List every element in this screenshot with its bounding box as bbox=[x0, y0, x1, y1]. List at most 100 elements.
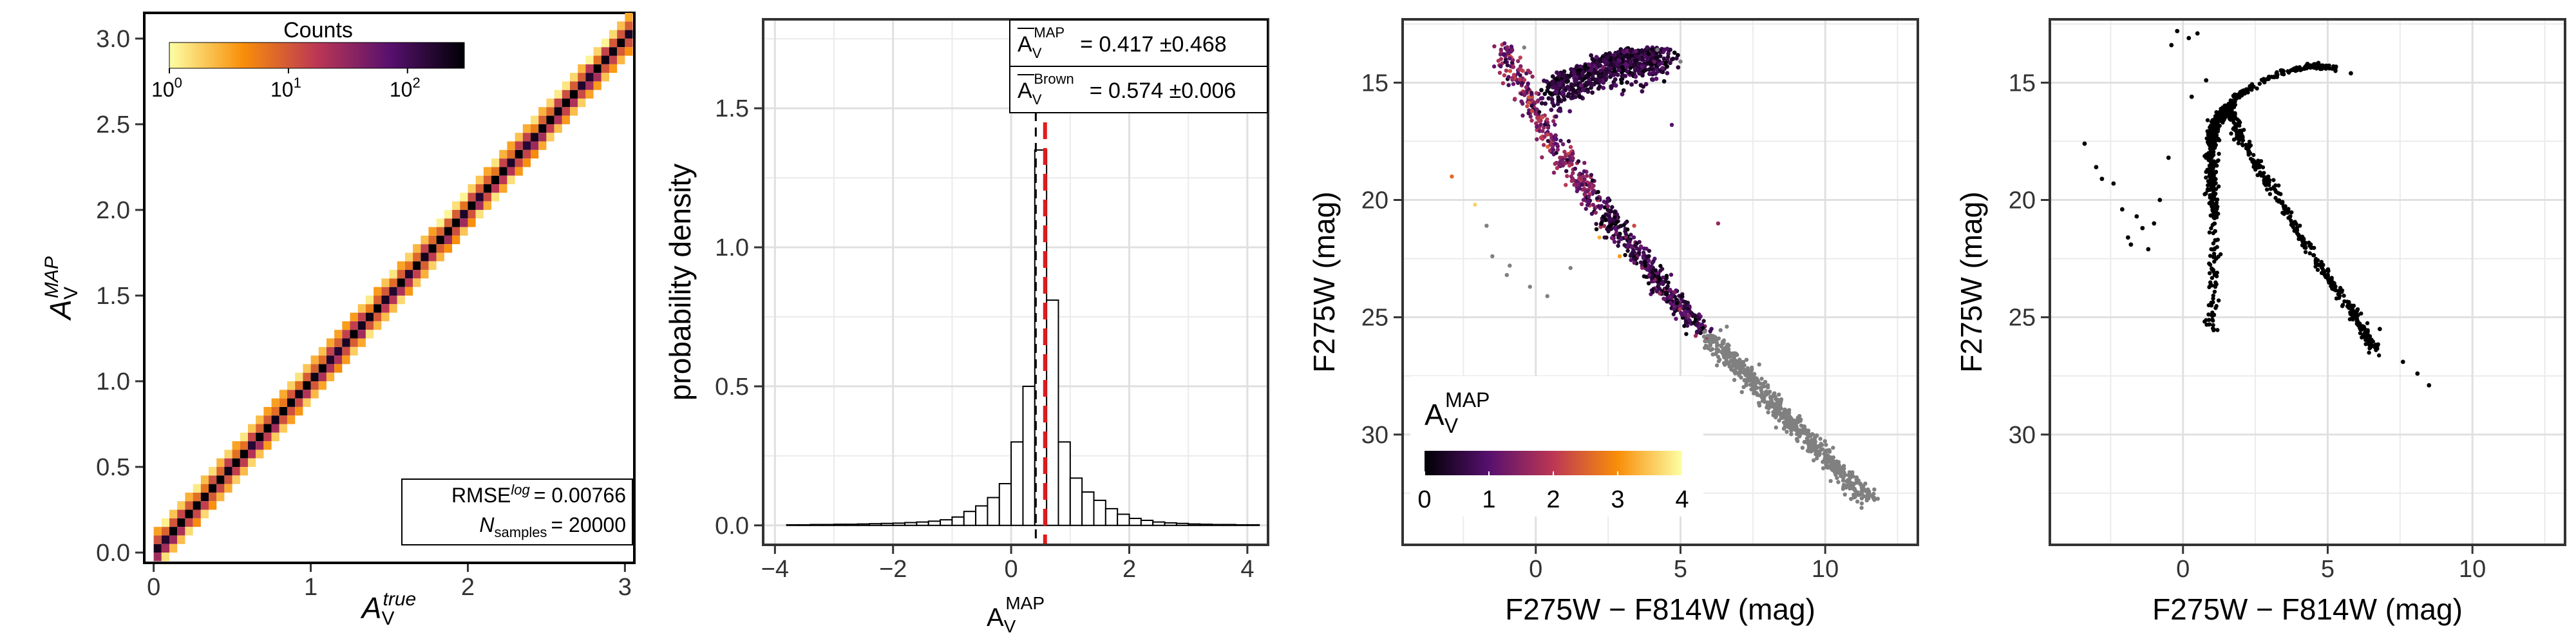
histogram-bar bbox=[963, 511, 977, 526]
heatmap-cell bbox=[247, 450, 256, 459]
scatter-point bbox=[1613, 215, 1617, 220]
scatter-point bbox=[2236, 141, 2241, 146]
heatmap-cell bbox=[546, 124, 554, 133]
scatter-point bbox=[1574, 64, 1579, 70]
scatter-point bbox=[2267, 180, 2271, 185]
heatmap-cell bbox=[444, 235, 453, 245]
scatter-point bbox=[1562, 149, 1567, 154]
heatmap-cell bbox=[617, 55, 625, 64]
scatter-point bbox=[1872, 487, 1877, 492]
heatmap-cell bbox=[404, 287, 413, 296]
heatmap-cell bbox=[310, 381, 319, 390]
scatter-point bbox=[1757, 362, 1761, 367]
scatter-point bbox=[1578, 83, 1584, 88]
scatter-point bbox=[1541, 142, 1546, 147]
scatter-point bbox=[2334, 64, 2338, 69]
x-tick-label: 1 bbox=[304, 574, 317, 601]
scatter-point bbox=[1665, 55, 1671, 59]
heatmap-cell bbox=[295, 406, 303, 416]
scatter-point bbox=[1450, 174, 1454, 179]
scatter-point bbox=[1594, 55, 1599, 60]
heatmap-cell bbox=[428, 244, 437, 253]
heatmap-cell bbox=[491, 175, 500, 185]
scatter-point bbox=[1724, 361, 1729, 366]
scatter-point bbox=[1604, 76, 1609, 81]
heatmap-cell bbox=[216, 492, 225, 502]
histogram-bar bbox=[1246, 524, 1260, 526]
scatter-point bbox=[1502, 41, 1507, 46]
scatter-point bbox=[1503, 60, 1508, 64]
scatter-point bbox=[1597, 78, 1602, 83]
scatter-point bbox=[2207, 261, 2211, 266]
scatter-point bbox=[1736, 359, 1741, 363]
scatter-point bbox=[1765, 403, 1770, 408]
scatter-point bbox=[1607, 51, 1612, 56]
scatter-point bbox=[2134, 214, 2139, 219]
scatter-point bbox=[1714, 363, 1719, 368]
scatter-point bbox=[1553, 141, 1558, 146]
scatter-point bbox=[2204, 169, 2208, 175]
scatter-point bbox=[1649, 264, 1653, 269]
scatter-point bbox=[2279, 201, 2284, 205]
scatter-point bbox=[1587, 62, 1592, 67]
scatter-point bbox=[2209, 213, 2214, 218]
scatter-point bbox=[1505, 63, 1510, 68]
scatter-point bbox=[2175, 28, 2180, 33]
heatmap-cell bbox=[491, 167, 500, 176]
scatter-point bbox=[1609, 84, 1614, 89]
heatmap-cell bbox=[617, 30, 625, 39]
scatter-point bbox=[2376, 342, 2380, 346]
scatter-point bbox=[1714, 347, 1719, 352]
panel-4: 0 5 10 15 20 25 30 F275W − F814W (mag) F275W … bbox=[1955, 18, 2566, 626]
heatmap-cell bbox=[271, 415, 279, 424]
scatter-point bbox=[1665, 46, 1670, 52]
scatter-point bbox=[1685, 323, 1690, 328]
scatter-point bbox=[1638, 260, 1643, 265]
scatter-point bbox=[1650, 261, 1654, 265]
heatmap-cell bbox=[578, 90, 586, 99]
heatmap-cell bbox=[381, 278, 390, 287]
scatter-point bbox=[1665, 64, 1670, 69]
scatter-point bbox=[2213, 176, 2218, 182]
scatter-point bbox=[2369, 341, 2373, 346]
scatter-point bbox=[1633, 79, 1638, 84]
scatter-point bbox=[1590, 178, 1595, 183]
scatter-point bbox=[1602, 200, 1607, 204]
heatmap-cell bbox=[232, 441, 240, 450]
scatter-point bbox=[1751, 379, 1756, 383]
scatter-point bbox=[1657, 287, 1662, 291]
scatter-point bbox=[1502, 73, 1507, 78]
heatmap-cell bbox=[326, 346, 335, 356]
heatmap-cell bbox=[287, 415, 296, 424]
heatmap-cell bbox=[318, 364, 327, 373]
histogram-bar bbox=[821, 524, 835, 526]
scatter-point bbox=[1687, 314, 1691, 318]
x-tick-label: 10 bbox=[1812, 556, 1839, 583]
scatter-point bbox=[2211, 327, 2216, 332]
scatter-point bbox=[1814, 447, 1819, 452]
scatter-point bbox=[2217, 124, 2222, 128]
scatter-point bbox=[1632, 260, 1636, 265]
scatter-point bbox=[1510, 48, 1515, 53]
colorbar-tick-label: 102 bbox=[390, 75, 421, 101]
heatmap-cell bbox=[404, 270, 413, 279]
scatter-point bbox=[1551, 147, 1556, 152]
scatter-point bbox=[2216, 184, 2221, 189]
scatter-point bbox=[2231, 126, 2235, 131]
heatmap-cell bbox=[334, 346, 343, 356]
heatmap-cell bbox=[279, 424, 287, 433]
scatter-point bbox=[1605, 55, 1610, 60]
scatter-point bbox=[1602, 223, 1607, 229]
scatter-point bbox=[2166, 155, 2171, 160]
heatmap-cell bbox=[310, 355, 319, 365]
scatter-point bbox=[1560, 160, 1566, 165]
scatter-point bbox=[1530, 109, 1535, 113]
colorbar-ticks: 100 101 102 bbox=[151, 68, 421, 101]
scatter-point bbox=[2215, 164, 2219, 168]
scatter-point bbox=[2208, 141, 2213, 146]
scatter-point bbox=[2316, 61, 2321, 65]
scatter-point bbox=[1530, 118, 1534, 123]
scatter-point bbox=[1560, 142, 1566, 147]
scatter-point bbox=[1662, 56, 1667, 61]
scatter-point bbox=[1565, 158, 1569, 162]
